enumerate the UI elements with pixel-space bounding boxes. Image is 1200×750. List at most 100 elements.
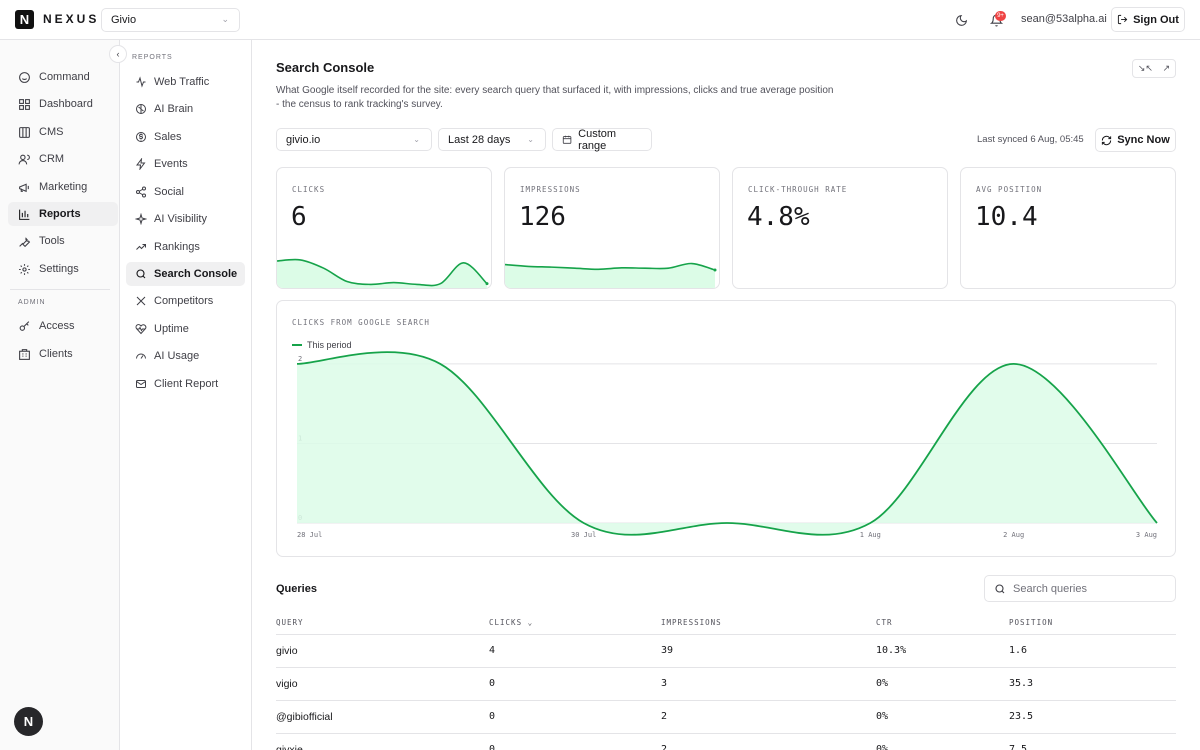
table-row[interactable]: @gibiofficial 0 2 0% 23.5 bbox=[276, 700, 1176, 734]
column-position[interactable]: POSITION bbox=[1009, 611, 1176, 635]
date-range-select[interactable]: Last 28 days ⌄ bbox=[438, 128, 546, 151]
chevron-down-icon: ⌄ bbox=[221, 14, 229, 24]
legend-label: This period bbox=[307, 340, 352, 350]
nav-item-marketing[interactable]: Marketing bbox=[8, 175, 118, 199]
nav-item-clients[interactable]: Clients bbox=[8, 342, 118, 366]
subnav-item-search-console[interactable]: Search Console bbox=[126, 262, 245, 286]
mail-icon bbox=[134, 378, 147, 391]
subnav-item-uptime[interactable]: Uptime bbox=[126, 317, 245, 341]
nav-item-command[interactable]: Command bbox=[8, 65, 118, 89]
nav-item-cms[interactable]: CMS bbox=[8, 120, 118, 144]
app-name: NEXUS bbox=[43, 12, 100, 26]
share-icon bbox=[134, 186, 147, 199]
subnav-item-rankings[interactable]: Rankings bbox=[126, 235, 245, 259]
nav-item-dashboard[interactable]: Dashboard bbox=[8, 92, 118, 116]
nav-item-label: Clients bbox=[39, 348, 73, 360]
subnav-item-client-report[interactable]: Client Report bbox=[126, 372, 245, 396]
nav-item-crm[interactable]: CRM bbox=[8, 147, 118, 171]
subnav-item-label: Web Traffic bbox=[154, 76, 210, 88]
subnav-item-events[interactable]: Events bbox=[126, 152, 245, 176]
collapse-sidebar-button[interactable]: ‹ bbox=[109, 45, 127, 63]
nav-item-label: Access bbox=[39, 320, 75, 332]
sync-now-button[interactable]: Sync Now bbox=[1095, 128, 1176, 152]
column-ctr[interactable]: CTR bbox=[876, 611, 1009, 635]
custom-range-button[interactable]: Custom range bbox=[552, 127, 652, 152]
sparkline-endpoint bbox=[713, 268, 717, 272]
nav-item-label: Settings bbox=[39, 263, 79, 275]
subnav-item-social[interactable]: Social bbox=[126, 180, 245, 204]
cell-query: givio bbox=[276, 634, 489, 668]
main-content: Search Console What Google itself record… bbox=[252, 40, 1200, 750]
minimize-icon[interactable]: ↘↖ bbox=[1137, 63, 1153, 73]
chart-title: CLICKS FROM GOOGLE SEARCH bbox=[292, 318, 430, 327]
subnav-item-label: Social bbox=[154, 186, 184, 198]
kpi-label: CLICK-THROUGH RATE bbox=[748, 185, 848, 194]
sign-out-button[interactable]: Sign Out bbox=[1111, 7, 1185, 32]
nav-section-admin: ADMIN bbox=[18, 299, 46, 306]
nav-item-reports[interactable]: Reports bbox=[8, 202, 118, 226]
calendar-icon bbox=[562, 135, 572, 144]
avatar[interactable]: N bbox=[14, 707, 43, 736]
kpi-card-ctr: CLICK-THROUGH RATE 4.8% bbox=[732, 167, 948, 289]
table-row[interactable]: givio 4 39 10.3% 1.6 bbox=[276, 634, 1176, 668]
user-email[interactable]: sean@53alpha.ai bbox=[1021, 13, 1107, 25]
nav-item-tools[interactable]: Tools bbox=[8, 229, 118, 253]
x-tick-label: 3 Aug bbox=[1136, 531, 1157, 539]
kpi-value: 10.4 bbox=[975, 202, 1038, 232]
site-select[interactable]: givio.io ⌄ bbox=[276, 128, 432, 151]
subnav-item-competitors[interactable]: Competitors bbox=[126, 289, 245, 313]
theme-toggle-button[interactable] bbox=[952, 11, 970, 29]
column-clicks[interactable]: CLICKS ⌄ bbox=[489, 611, 661, 635]
table-row[interactable]: vigio 0 3 0% 35.3 bbox=[276, 667, 1176, 701]
workspace-select[interactable]: Givio ⌄ bbox=[101, 8, 240, 32]
bar-chart-icon bbox=[17, 207, 31, 221]
cell-position: 23.5 bbox=[1009, 700, 1176, 734]
x-tick-label: 30 Jul bbox=[571, 531, 596, 539]
column-impressions[interactable]: IMPRESSIONS bbox=[661, 611, 876, 635]
nav-item-settings[interactable]: Settings bbox=[8, 257, 118, 281]
search-queries-input[interactable] bbox=[1013, 582, 1163, 595]
expand-icon[interactable]: ↗ bbox=[1162, 63, 1171, 73]
x-tick-label: 28 Jul bbox=[297, 531, 322, 539]
search-queries-box[interactable] bbox=[984, 575, 1176, 602]
kpi-label: CLICKS bbox=[292, 185, 326, 194]
notification-badge: 9+ bbox=[995, 11, 1006, 21]
cell-impressions: 3 bbox=[661, 667, 876, 701]
workspace-value: Givio bbox=[111, 14, 137, 26]
subnav-item-web-traffic[interactable]: Web Traffic bbox=[126, 70, 245, 94]
chevron-down-icon: ⌄ bbox=[527, 135, 534, 144]
nav-item-label: Reports bbox=[39, 208, 81, 220]
refresh-icon bbox=[1102, 135, 1112, 145]
custom-range-label: Custom range bbox=[578, 127, 617, 152]
column-clicks-label: CLICKS bbox=[489, 617, 523, 627]
logo-mark[interactable]: N bbox=[15, 10, 34, 29]
kpi-card-avg-position: AVG POSITION 10.4 bbox=[960, 167, 1176, 289]
cell-ctr: 0% bbox=[876, 667, 1009, 701]
subnav-item-label: Events bbox=[154, 158, 188, 170]
brain-icon bbox=[134, 103, 147, 116]
dollar-icon bbox=[134, 131, 147, 144]
table-header-row: QUERY CLICKS ⌄ IMPRESSIONS CTR POSITION bbox=[276, 611, 1176, 635]
cell-impressions: 2 bbox=[661, 733, 876, 750]
chevron-left-icon: ‹ bbox=[116, 49, 120, 59]
subnav-item-ai-brain[interactable]: AI Brain bbox=[126, 97, 245, 121]
table-row[interactable]: givxie 0 2 0% 7.5 bbox=[276, 733, 1176, 750]
subnav-item-sales[interactable]: Sales bbox=[126, 125, 245, 149]
heart-pulse-icon bbox=[134, 323, 147, 336]
cell-clicks: 4 bbox=[489, 634, 661, 668]
nav-item-label: Dashboard bbox=[39, 98, 93, 110]
kpi-value: 126 bbox=[519, 202, 566, 232]
impressions-sparkline bbox=[505, 262, 717, 288]
date-range-value: Last 28 days bbox=[448, 133, 511, 146]
cell-position: 35.3 bbox=[1009, 667, 1176, 701]
nav-item-access[interactable]: Access bbox=[8, 314, 118, 338]
crm-icon bbox=[17, 152, 31, 166]
sign-out-label: Sign Out bbox=[1133, 13, 1179, 26]
cell-clicks: 0 bbox=[489, 733, 661, 750]
column-query[interactable]: QUERY bbox=[276, 611, 489, 635]
subnav-item-ai-usage[interactable]: AI Usage bbox=[126, 344, 245, 368]
subnav-item-ai-visibility[interactable]: AI Visibility bbox=[126, 207, 245, 231]
series-line bbox=[296, 351, 1158, 536]
kpi-value: 4.8% bbox=[747, 202, 810, 232]
